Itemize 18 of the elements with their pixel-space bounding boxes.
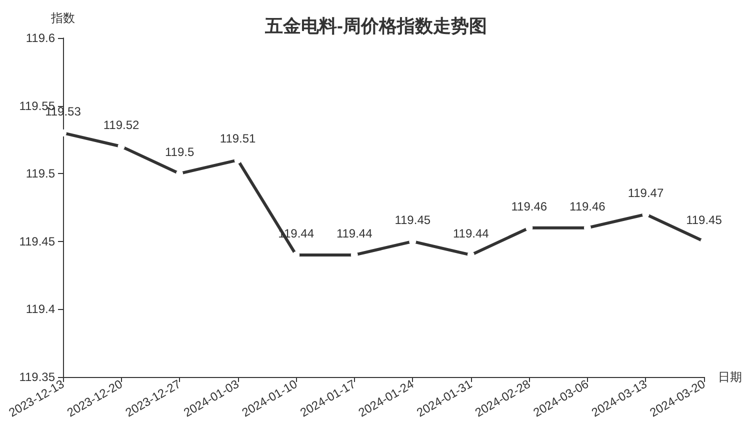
y-tick-label: 119.45 <box>19 234 56 248</box>
chart-title: 五金电料-周价格指数走势图 <box>264 16 487 36</box>
y-axis-title: 指数 <box>50 11 75 25</box>
data-label: 119.45 <box>394 212 431 227</box>
data-label: 119.44 <box>453 226 490 240</box>
data-label: 119.5 <box>164 145 194 160</box>
data-label: 119.52 <box>103 118 140 132</box>
data-label: 119.47 <box>628 186 664 200</box>
x-axis-title: 日期 <box>718 370 742 384</box>
data-label: 119.46 <box>511 199 548 214</box>
data-label: 119.51 <box>220 132 256 146</box>
y-tick-label: 119.5 <box>26 166 56 181</box>
y-tick-label: 119.4 <box>26 302 56 316</box>
data-label: 119.45 <box>686 212 722 227</box>
data-label: 119.46 <box>570 199 606 214</box>
y-tick-label: 119.6 <box>26 31 56 45</box>
y-tick-label: 119.35 <box>19 370 56 384</box>
data-label: 119.44 <box>336 226 373 240</box>
